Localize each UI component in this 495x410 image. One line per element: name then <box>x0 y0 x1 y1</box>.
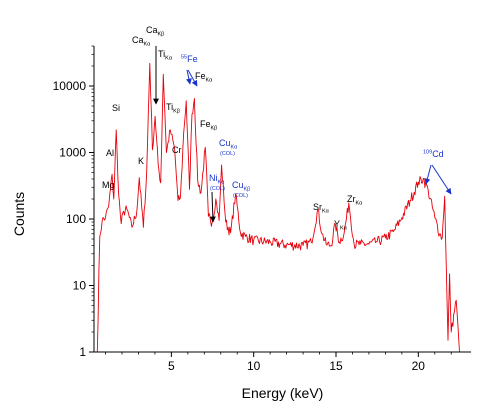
y-tick-label: 1000 <box>59 146 86 160</box>
peak-label-fe: FeKβ <box>200 119 217 132</box>
x-axis-label: Energy (keV) <box>242 385 324 401</box>
y-tick-label: 10000 <box>53 79 87 93</box>
y-tick-label: 1 <box>79 345 86 359</box>
peak-label-fe: 55Fe <box>181 54 198 64</box>
axes: 5 10 15 20 1 10 100 1000 10000 Energy (keV) Counts <box>11 45 471 401</box>
y-axis-label: Counts <box>11 192 27 236</box>
peak-label-k: K <box>138 156 144 166</box>
peak-label-cd: 109Cd <box>423 149 444 159</box>
peak-label-fe: FeKα <box>195 71 213 84</box>
peak-label-al: Al <box>106 148 114 158</box>
peak-note: (COL) <box>210 186 225 192</box>
arrow-cd-b <box>431 164 452 195</box>
peak-label-y: YKα <box>334 219 348 232</box>
peak-label-si: Si <box>112 103 120 113</box>
x-tick-label: 5 <box>168 359 175 373</box>
peak-label-ti: TiKα <box>158 49 173 62</box>
arrow-fe55-b <box>187 69 198 87</box>
x-tick-label: 20 <box>412 359 426 373</box>
arrow-cd-a <box>424 164 432 185</box>
peak-label-mg: Mg <box>102 180 115 190</box>
arrow-ni <box>209 191 216 223</box>
y-tick-label: 10 <box>73 279 87 293</box>
peak-label-ca: CaKα <box>132 35 151 48</box>
peak-label-zr: ZrKα <box>347 194 363 207</box>
peak-label-sr: SrKα <box>313 202 330 215</box>
peak-label-ni: NiKα <box>209 173 225 186</box>
y-tick-label: 100 <box>66 212 86 226</box>
peak-note: (COL) <box>220 151 235 157</box>
peak-label-cr: Cr <box>172 145 182 155</box>
peak-label-cu: CuKα <box>219 138 238 151</box>
peak-label-cu: CuKβ <box>232 180 250 193</box>
arrow-fe55-a <box>185 69 192 85</box>
peak-note: (COL) <box>233 193 248 199</box>
peak-label-ti: TiKβ <box>166 102 180 115</box>
plot-area <box>96 62 460 353</box>
peak-label-ca: CaKβ <box>146 25 164 38</box>
x-tick-label: 10 <box>247 359 261 373</box>
x-tick-label: 15 <box>329 359 343 373</box>
series-line-0 <box>96 62 460 353</box>
